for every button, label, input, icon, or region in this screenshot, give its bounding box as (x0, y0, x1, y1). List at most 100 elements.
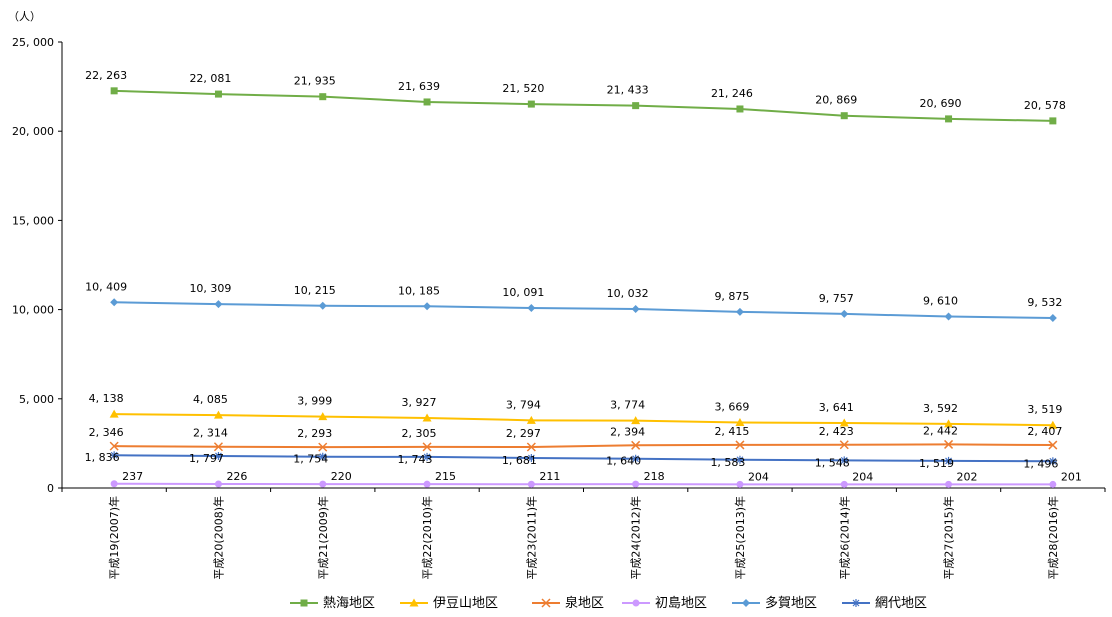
legend-label: 熱海地区 (323, 596, 375, 611)
data-point (318, 301, 327, 310)
x-tick-label: 平成19(2007)年 (107, 496, 121, 580)
data-point (300, 599, 308, 607)
data-label: 10, 409 (85, 280, 127, 293)
data-label: 20, 578 (1024, 99, 1066, 112)
x-tick-label: 平成27(2015)年 (942, 496, 956, 580)
data-point (840, 309, 849, 318)
legend-item: 熱海地区 (290, 596, 375, 611)
data-point (840, 112, 848, 120)
series-1: 4, 138 4, 085 3, 999 3, 927 3, 794 3, 774 3, 6… (89, 392, 1062, 429)
series-line (114, 454, 1053, 463)
series-line (114, 443, 1053, 449)
data-label: 2, 305 (402, 427, 437, 440)
data-point (213, 442, 223, 452)
data-point (527, 480, 535, 488)
data-label: 10, 215 (294, 284, 336, 297)
data-label: 211 (539, 470, 560, 483)
data-point (840, 480, 848, 488)
data-label: 202 (957, 470, 978, 483)
y-tick-label: 5, 000 (19, 393, 54, 406)
data-point (840, 456, 849, 465)
data-point (422, 413, 432, 422)
data-point (631, 305, 640, 314)
series-line (114, 413, 1053, 427)
data-label: 2, 394 (610, 425, 645, 438)
data-label: 10, 032 (607, 287, 649, 300)
data-label: 1, 548 (815, 456, 850, 469)
x-tick-label: 平成23(2011)年 (524, 496, 538, 580)
series-line (114, 301, 1053, 319)
series-5: 1, 836 1, 797 1, 754 1, 743 1, 681 1, 640 1, 5… (85, 451, 1059, 470)
data-label: 21, 935 (294, 75, 336, 88)
data-point (110, 480, 118, 488)
data-point (109, 409, 119, 418)
data-point (319, 480, 327, 488)
series-4: 10, 409 10, 309 10, 215 10, 185 10, 091 10, 0… (85, 280, 1062, 322)
data-label: 3, 519 (1027, 403, 1062, 416)
y-unit-label: （人） (8, 10, 41, 23)
series-0: 22, 263 22, 081 21, 935 21, 639 21, 520 21, 4… (85, 69, 1066, 125)
data-point (318, 442, 328, 452)
data-point (735, 440, 745, 450)
data-label: 9, 875 (714, 290, 749, 303)
data-label: 1, 640 (606, 455, 641, 468)
data-point (214, 90, 222, 98)
data-point (1048, 457, 1057, 466)
data-label: 204 (748, 470, 769, 483)
data-point (632, 102, 640, 110)
data-point (541, 598, 551, 608)
data-point (735, 455, 744, 464)
data-label: 21, 433 (607, 84, 649, 97)
data-label: 9, 610 (923, 295, 958, 308)
data-label: 2, 346 (89, 426, 124, 439)
data-label: 20, 869 (815, 94, 857, 107)
y-axis-ticks: 0 5, 000 10, 000 15, 000 20, 000 25, 000 (12, 36, 62, 495)
data-point (1049, 117, 1057, 125)
data-point (944, 419, 954, 428)
data-point (631, 454, 640, 463)
data-label: 220 (331, 470, 352, 483)
data-point (839, 440, 849, 450)
data-label: 1, 743 (398, 453, 433, 466)
data-point (526, 442, 536, 452)
legend-item: 多賀地区 (732, 595, 817, 611)
data-label: 3, 794 (506, 398, 541, 411)
data-point (736, 480, 744, 488)
legend-label: 網代地区 (875, 596, 927, 611)
data-label: 237 (122, 470, 143, 483)
data-label: 3, 592 (923, 402, 958, 415)
y-tick-label: 25, 000 (12, 36, 54, 49)
data-point (839, 418, 849, 427)
data-point (735, 307, 744, 316)
data-point (318, 452, 327, 461)
data-label: 21, 639 (398, 80, 440, 93)
data-label: 3, 999 (297, 395, 332, 408)
data-label: 2, 293 (297, 427, 332, 440)
data-label: 9, 532 (1027, 296, 1062, 309)
legend-item: 初島地区 (622, 596, 707, 611)
x-axis-ticks: 平成19(2007)年 平成20(2008)年 平成21(2009)年 平成22(20… (61, 488, 1106, 580)
legend-item: 泉地区 (532, 595, 604, 611)
data-label: 1, 583 (710, 456, 745, 469)
data-point (109, 441, 119, 451)
data-label: 1, 681 (502, 454, 537, 467)
data-point (945, 480, 953, 488)
data-label: 2, 297 (506, 427, 541, 440)
data-label: 201 (1061, 470, 1082, 483)
data-point (632, 480, 640, 488)
data-point (423, 480, 431, 488)
data-point (214, 480, 222, 488)
legend: 熱海地区 伊豆山地区 泉地区 初島地区 多賀地区 網代地区 (290, 595, 927, 611)
data-label: 3, 641 (819, 401, 854, 414)
series-group: 22, 263 22, 081 21, 935 21, 639 21, 520 21, 4… (85, 69, 1082, 488)
data-label: 3, 669 (714, 401, 749, 414)
legend-label: 多賀地区 (765, 595, 817, 611)
data-label: 22, 081 (189, 72, 231, 85)
data-label: 1, 797 (189, 452, 224, 465)
legend-item: 伊豆山地区 (400, 596, 498, 611)
data-point (1048, 420, 1058, 429)
data-label: 2, 415 (714, 425, 749, 438)
x-tick-label: 平成21(2009)年 (316, 496, 330, 580)
data-label: 21, 246 (711, 87, 753, 100)
